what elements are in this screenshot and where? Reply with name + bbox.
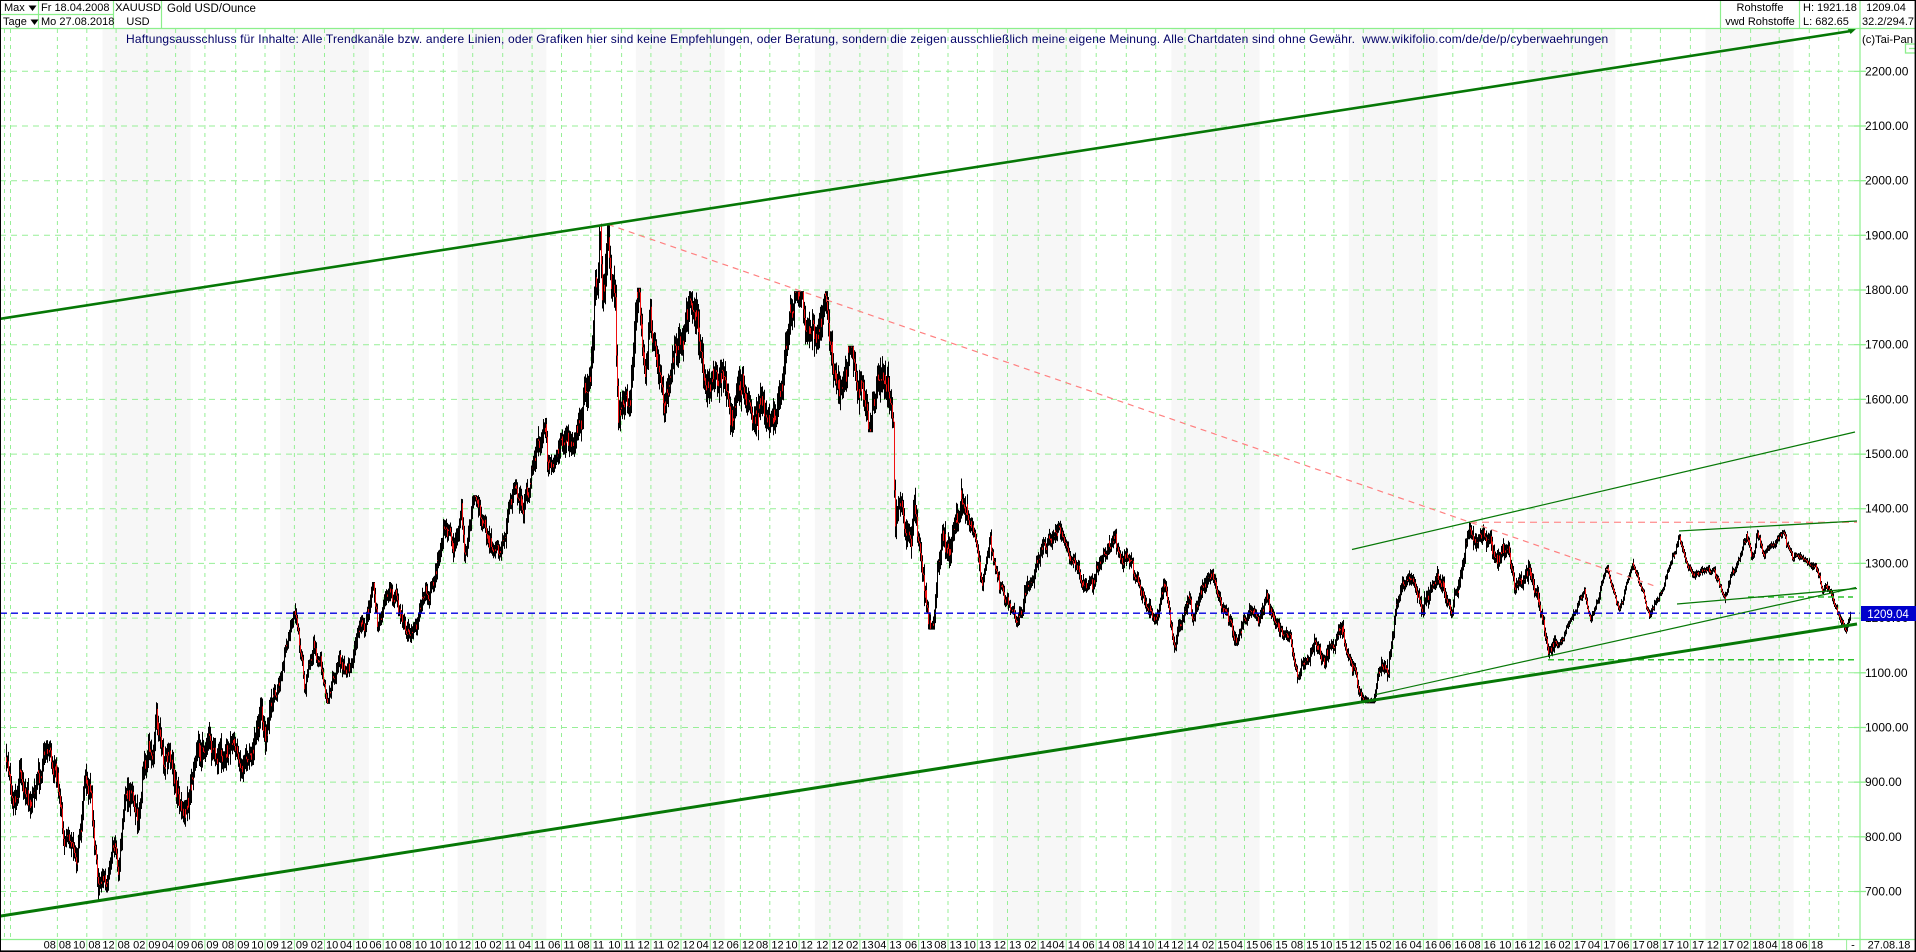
svg-text:08 08: 08 08 (44, 940, 72, 952)
svg-text:04 15: 04 15 (1231, 940, 1259, 952)
svg-text:08 12: 08 12 (756, 940, 784, 952)
svg-text:1209.04: 1209.04 (1866, 2, 1906, 14)
svg-text:1500.00: 1500.00 (1865, 447, 1909, 461)
svg-text:12 09: 12 09 (281, 940, 309, 952)
svg-text:1600.00: 1600.00 (1865, 392, 1909, 406)
svg-text:02 12: 02 12 (667, 940, 695, 952)
svg-text:Fr 18.04.2008: Fr 18.04.2008 (41, 2, 110, 14)
svg-text:12 17: 12 17 (1707, 940, 1735, 952)
svg-text:02 10: 02 10 (311, 940, 339, 952)
svg-text:04 11: 04 11 (519, 940, 546, 952)
svg-text:02 11: 02 11 (489, 940, 516, 952)
svg-text:27.08.18: 27.08.18 (1868, 940, 1911, 952)
svg-text:12 15: 12 15 (1350, 940, 1378, 952)
svg-text:04 18: 04 18 (1765, 940, 1793, 952)
svg-text:1900.00: 1900.00 (1865, 228, 1909, 242)
svg-text:10 14: 10 14 (1142, 940, 1170, 952)
svg-text:08 11: 08 11 (577, 940, 604, 952)
svg-text:1100.00: 1100.00 (1865, 666, 1908, 680)
svg-text:2100.00: 2100.00 (1865, 119, 1909, 133)
svg-text:12 14: 12 14 (1171, 940, 1199, 952)
svg-text:02 15: 02 15 (1202, 940, 1230, 952)
svg-text:04 17: 04 17 (1588, 940, 1616, 952)
svg-text:04 12: 04 12 (697, 940, 725, 952)
svg-text:USD: USD (126, 16, 149, 28)
svg-text:12 16: 12 16 (1528, 940, 1556, 952)
svg-text:1300.00: 1300.00 (1865, 556, 1909, 570)
svg-text:12 11: 12 11 (638, 940, 665, 952)
svg-text:04 09: 04 09 (162, 940, 190, 952)
svg-text:02 17: 02 17 (1559, 940, 1587, 952)
svg-text:12 10: 12 10 (459, 940, 487, 952)
svg-text:10 09: 10 09 (251, 940, 279, 952)
svg-text:06 14: 06 14 (1082, 940, 1110, 952)
svg-text:12 12: 12 12 (816, 940, 844, 952)
svg-text:04 14: 04 14 (1052, 940, 1080, 952)
svg-text:32.2/294.7: 32.2/294.7 (1862, 16, 1914, 28)
svg-text:06 10: 06 10 (369, 940, 397, 952)
svg-text:02 14: 02 14 (1024, 940, 1052, 952)
svg-text:10 17: 10 17 (1677, 940, 1705, 952)
svg-text:Max: Max (4, 2, 25, 14)
svg-text:Gold USD/Ounce: Gold USD/Ounce (167, 3, 256, 15)
svg-text:900.00: 900.00 (1865, 775, 1902, 789)
svg-text:10 12: 10 12 (785, 940, 813, 952)
svg-text:-: - (1851, 940, 1855, 952)
svg-text:2000.00: 2000.00 (1865, 174, 1909, 188)
svg-text:12 13: 12 13 (994, 940, 1022, 952)
svg-text:10 11: 10 11 (608, 940, 635, 952)
svg-text:Tage: Tage (3, 16, 27, 28)
svg-text:08 09: 08 09 (222, 940, 250, 952)
svg-text:06 15: 06 15 (1260, 940, 1288, 952)
svg-text:06 11: 06 11 (548, 940, 575, 952)
svg-text:12 08: 12 08 (102, 940, 130, 952)
svg-text:H: 1921.18: H: 1921.18 (1803, 2, 1857, 14)
svg-text:10 13: 10 13 (964, 940, 992, 952)
svg-text:XAUUSD: XAUUSD (115, 2, 161, 14)
svg-text:1000.00: 1000.00 (1865, 720, 1909, 734)
svg-text:06 12: 06 12 (727, 940, 755, 952)
svg-text:02 13: 02 13 (846, 940, 874, 952)
svg-text:02 16: 02 16 (1380, 940, 1408, 952)
svg-text:08 15: 08 15 (1291, 940, 1319, 952)
svg-text:L: 682.65: L: 682.65 (1803, 16, 1849, 28)
svg-text:10 10: 10 10 (430, 940, 458, 952)
svg-text:08 14: 08 14 (1113, 940, 1141, 952)
svg-text:1400.00: 1400.00 (1865, 502, 1909, 516)
svg-text:06 16: 06 16 (1439, 940, 1467, 952)
svg-text:08 16: 08 16 (1468, 940, 1496, 952)
svg-text:02 09: 02 09 (133, 940, 161, 952)
svg-text:1800.00: 1800.00 (1865, 283, 1909, 297)
svg-text:06 13: 06 13 (905, 940, 933, 952)
svg-text:vwd Rohstoffe: vwd Rohstoffe (1725, 16, 1795, 28)
svg-text:04 16: 04 16 (1410, 940, 1438, 952)
svg-text:10 08: 10 08 (73, 940, 101, 952)
svg-text:800.00: 800.00 (1865, 830, 1902, 844)
svg-text:1700.00: 1700.00 (1865, 338, 1909, 352)
svg-text:1209.04: 1209.04 (1867, 609, 1909, 621)
svg-text:08 13: 08 13 (934, 940, 962, 952)
svg-text:Mo 27.08.2018: Mo 27.08.2018 (41, 16, 114, 28)
svg-text:06 09: 06 09 (191, 940, 219, 952)
svg-text:2200.00: 2200.00 (1865, 64, 1909, 78)
svg-text:06 17: 06 17 (1617, 940, 1645, 952)
svg-text:06 18: 06 18 (1796, 940, 1824, 952)
svg-text:10 15: 10 15 (1320, 940, 1348, 952)
svg-text:10 16: 10 16 (1499, 940, 1527, 952)
svg-text:08 10: 08 10 (399, 940, 427, 952)
svg-text:08 17: 08 17 (1647, 940, 1675, 952)
svg-text:04 10: 04 10 (340, 940, 368, 952)
svg-text:700.00: 700.00 (1865, 885, 1902, 899)
svg-text:Haftungsausschluss für Inhalte: Haftungsausschluss für Inhalte: Alle Tre… (126, 32, 1608, 46)
svg-text:Rohstoffe: Rohstoffe (1737, 2, 1784, 14)
svg-text:02 18: 02 18 (1737, 940, 1765, 952)
svg-text:04 13: 04 13 (874, 940, 902, 952)
svg-text:(c)Tai-Pan: (c)Tai-Pan (1862, 34, 1913, 46)
